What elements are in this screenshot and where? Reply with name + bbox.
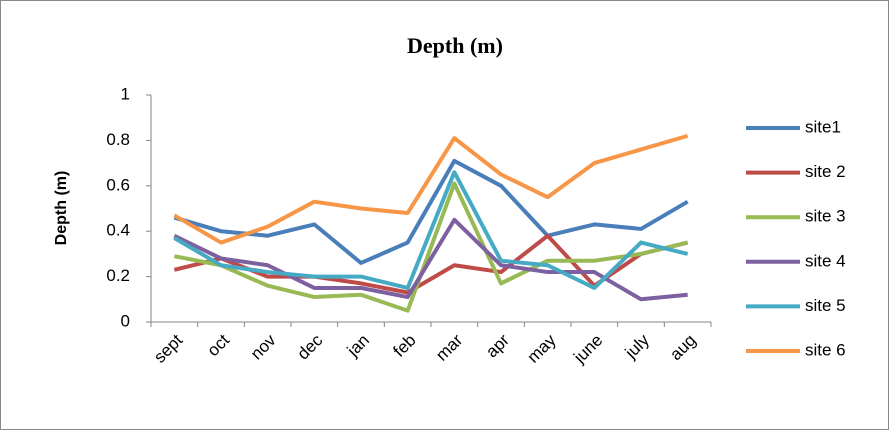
series-line [173, 158, 689, 265]
y-tick-label: 0.6 [106, 175, 130, 194]
series-line [173, 181, 689, 313]
legend-label: site 6 [805, 340, 846, 359]
chart-title: Depth (m) [407, 33, 503, 58]
y-tick-label: 1 [121, 84, 130, 103]
series-line [173, 133, 689, 245]
y-tick-label: 0.8 [106, 130, 130, 149]
series-line [173, 217, 688, 302]
legend-label: site1 [805, 117, 841, 136]
legend-label: site 5 [805, 296, 846, 315]
legend-label: site 3 [805, 207, 846, 226]
y-tick-label: 0 [121, 311, 130, 330]
series-line [173, 170, 689, 290]
y-tick-label: 0.4 [106, 221, 130, 240]
legend-label: site 4 [805, 251, 846, 270]
legend-label: site 2 [805, 162, 846, 181]
y-tick-label: 0.2 [106, 266, 130, 285]
y-axis-label: Depth (m) [53, 171, 70, 246]
